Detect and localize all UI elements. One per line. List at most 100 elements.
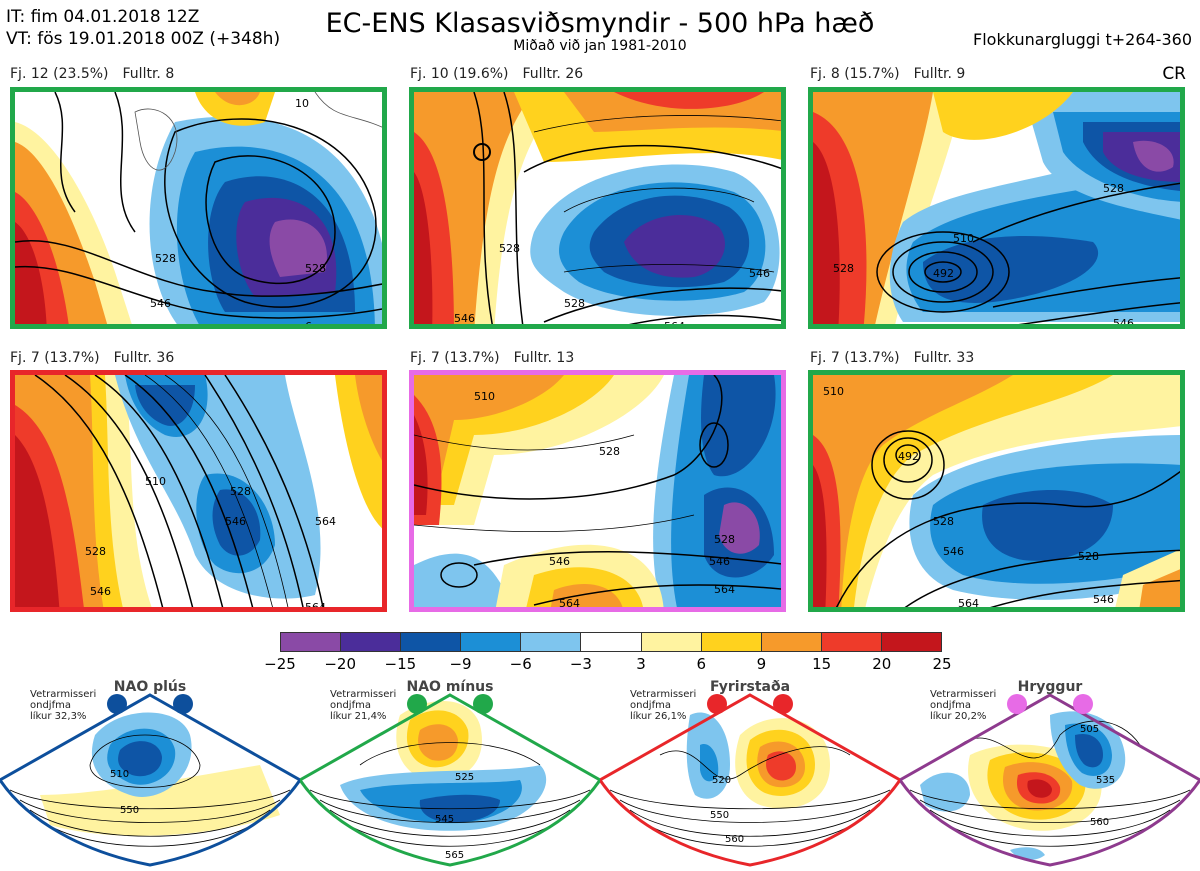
contour-label: 546 bbox=[549, 555, 570, 568]
regime-map: 525 545 565 bbox=[300, 693, 600, 867]
contour-label: 528 bbox=[1078, 550, 1099, 563]
contour-label: 528 bbox=[230, 485, 251, 498]
panel-5-label: Fj. 7 (13.7%) Fulltr. 13 bbox=[410, 350, 575, 366]
panel-6-label: Fj. 7 (13.7%) Fulltr. 33 bbox=[810, 350, 975, 366]
regime-nao-plus[interactable]: 510 550 NAO plús Vetrarmisseri ondjfma lík… bbox=[0, 675, 300, 871]
regime-dot bbox=[773, 694, 793, 714]
cluster-panel-6[interactable]: 510 492 528 546 528 564 546 bbox=[808, 370, 1185, 612]
contour-label: 565 bbox=[445, 850, 464, 861]
contour-label: 528 bbox=[933, 515, 954, 528]
contour-label: 510 bbox=[110, 769, 129, 780]
contour-label: 546 bbox=[454, 312, 475, 325]
contour-label: 505 bbox=[1080, 724, 1099, 735]
contour-label: 550 bbox=[710, 810, 729, 821]
contour-label: 510 bbox=[823, 385, 844, 398]
cluster-map-5: 510 528 546 546 564 564 528 bbox=[414, 375, 781, 610]
page-title: EC-ENS Klasasviðsmyndir - 500 hPa hæð bbox=[325, 8, 875, 39]
regime-note: Vetrarmisseri ondjfma líkur 21,4% bbox=[330, 689, 397, 722]
colorbar-swatch bbox=[581, 633, 642, 651]
colorbar-swatch bbox=[401, 633, 462, 651]
regime-ridge[interactable]: 505 535 560 Hryggur Vetrarmisseri ondjfma… bbox=[900, 675, 1200, 871]
colorbar-swatch bbox=[281, 633, 342, 651]
colorbar-tick-label: −6 bbox=[509, 655, 532, 673]
cluster-panel-4[interactable]: 510 528 546 564 528 546 564 bbox=[10, 370, 387, 612]
regime-title: NAO plús bbox=[113, 679, 187, 695]
cluster-map-1: 528 546 528 10 6 bbox=[15, 92, 382, 329]
regime-title: Fyrirstaða bbox=[709, 679, 791, 695]
contour-label: 510 bbox=[474, 390, 495, 403]
regime-dot bbox=[107, 694, 127, 714]
regime-map: 510 550 bbox=[0, 693, 300, 867]
contour-label: 564 bbox=[315, 515, 336, 528]
contour-label: 528 bbox=[714, 533, 735, 546]
regime-dot bbox=[1073, 694, 1093, 714]
panel-3-label: Fj. 8 (15.7%) Fulltr. 9 bbox=[810, 66, 966, 82]
contour-label: 520 bbox=[712, 775, 731, 786]
contour-label: 560 bbox=[725, 834, 744, 845]
contour-label: 492 bbox=[898, 450, 919, 463]
colorbar-tick-label: 9 bbox=[756, 655, 767, 673]
contour-label: 528 bbox=[599, 445, 620, 458]
colorbar-swatch bbox=[701, 633, 762, 651]
colorbar-tick-label: −15 bbox=[384, 655, 417, 673]
contour-label: 492 bbox=[933, 267, 954, 280]
contour-label: 528 bbox=[305, 262, 326, 275]
regime-dot bbox=[407, 694, 427, 714]
regime-title: NAO mínus bbox=[406, 679, 494, 695]
contour-label: 525 bbox=[455, 772, 474, 783]
cluster-panel-1[interactable]: 528 546 528 10 6 bbox=[10, 87, 387, 329]
contour-label: 528 bbox=[1103, 182, 1124, 195]
colorbar-swatch bbox=[461, 633, 522, 651]
cluster-panel-3[interactable]: 510 528 492 528 546 bbox=[808, 87, 1185, 329]
colorbar-swatch bbox=[881, 633, 942, 651]
cluster-map-4: 510 528 546 564 528 546 564 bbox=[15, 375, 382, 612]
contour-label: 564 bbox=[958, 597, 979, 610]
regime-note: Vetrarmisseri ondjfma líkur 20,2% bbox=[930, 689, 997, 722]
contour-label: 528 bbox=[155, 252, 176, 265]
contour-label: 546 bbox=[225, 515, 246, 528]
contour-label: 546 bbox=[90, 585, 111, 598]
colorbar-tick-label: −20 bbox=[324, 655, 356, 673]
contour-label: 528 bbox=[499, 242, 520, 255]
cluster-panel-2[interactable]: 528 546 546 564 528 bbox=[409, 87, 786, 329]
regime-dot bbox=[1007, 694, 1027, 714]
regime-note: Vetrarmisseri ondjfma líkur 32,3% bbox=[30, 689, 97, 722]
regime-block[interactable]: 520 550 560 Fyrirstaða Vetrarmisseri ondj… bbox=[600, 675, 900, 871]
panel-2-label: Fj. 10 (19.6%) Fulltr. 26 bbox=[410, 66, 584, 82]
contour-label: 10 bbox=[295, 97, 309, 110]
contour-label: 510 bbox=[953, 232, 974, 245]
colorbar-tick-label: −3 bbox=[569, 655, 592, 673]
contour-label: 564 bbox=[714, 583, 735, 596]
contour-label: 546 bbox=[709, 555, 730, 568]
colorbar-tick-label: 25 bbox=[932, 655, 952, 673]
colorbar-tick-label: 3 bbox=[636, 655, 646, 673]
regime-dot bbox=[707, 694, 727, 714]
contour-label: 528 bbox=[85, 545, 106, 558]
contour-label: 546 bbox=[943, 545, 964, 558]
colorbar-swatch bbox=[641, 633, 702, 651]
cr-label: CR bbox=[1162, 64, 1186, 84]
regime-map: 505 535 560 bbox=[900, 693, 1200, 867]
cluster-panel-5[interactable]: 510 528 546 546 564 564 528 bbox=[409, 370, 786, 612]
colorbar-tick-label: −9 bbox=[449, 655, 472, 673]
colorbar-tick-label: 15 bbox=[812, 655, 832, 673]
contour-label: 535 bbox=[1096, 775, 1115, 786]
regime-title: Hryggur bbox=[1017, 679, 1083, 695]
regime-nao-minus[interactable]: 525 545 565 NAO mínus Vetrarmisseri ondjf… bbox=[300, 675, 600, 871]
contour-label: 6 bbox=[305, 320, 312, 329]
valid-time-line: VT: fös 19.01.2018 00Z (+348h) bbox=[6, 29, 281, 49]
contour-label: 564 bbox=[559, 597, 580, 610]
contour-label: 528 bbox=[833, 262, 854, 275]
panel-1-label: Fj. 12 (23.5%) Fulltr. 8 bbox=[10, 66, 175, 82]
contour-label: 564 bbox=[305, 601, 326, 612]
cluster-map-2: 528 546 546 564 528 bbox=[414, 92, 781, 325]
colorbar-swatch bbox=[821, 633, 882, 651]
contour-label: 545 bbox=[435, 814, 454, 825]
regime-note: Vetrarmisseri ondjfma líkur 26,1% bbox=[630, 689, 697, 722]
contour-label: 528 bbox=[564, 297, 585, 310]
issue-time: IT: fim 04.01.2018 12Z VT: fös 19.01.201… bbox=[6, 6, 280, 50]
classification-window: Flokkunargluggi t+264-360 bbox=[973, 30, 1192, 49]
colorbar-swatch bbox=[341, 633, 402, 651]
contour-label: 550 bbox=[120, 805, 139, 816]
contour-label: 546 bbox=[1093, 593, 1114, 606]
